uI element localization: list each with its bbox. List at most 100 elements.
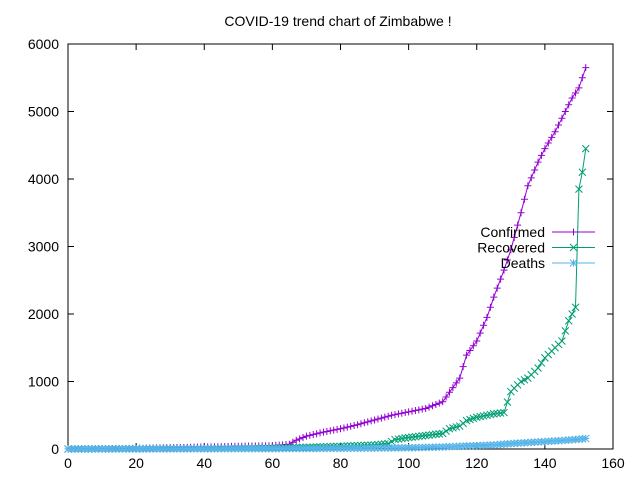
data-point-confirmed [500,266,508,274]
data-point-confirmed [323,427,331,435]
data-point-confirmed [558,114,566,122]
x-tick-label: 160 [601,455,625,471]
data-point-recovered [561,327,570,335]
data-point-confirmed [572,89,580,97]
x-tick-label: 0 [64,455,72,471]
data-point-confirmed [503,256,511,264]
data-point-confirmed [306,431,314,439]
data-point-recovered [503,398,512,406]
data-point-confirmed [398,409,406,417]
data-point-confirmed [354,421,362,429]
data-point-confirmed [507,246,515,254]
x-tick-label: 120 [465,455,489,471]
data-point-recovered [575,185,583,193]
data-point-recovered [489,410,498,418]
data-point-confirmed [435,399,443,407]
data-point-confirmed [456,374,464,382]
data-point-confirmed [415,406,423,414]
data-point-confirmed [391,411,399,419]
data-point-confirmed [469,342,477,350]
data-point-confirmed [384,412,392,420]
data-point-confirmed [520,195,528,203]
legend-marker-deaths [569,259,578,267]
data-point-recovered [493,409,502,418]
y-tick-label: 3000 [28,239,59,255]
data-point-confirmed [548,133,556,141]
data-point-confirmed [466,346,474,354]
data-point-recovered [404,433,413,442]
data-point-recovered [568,310,576,318]
data-point-confirmed [524,182,532,190]
data-point-confirmed [333,425,341,433]
data-point-confirmed [302,432,310,440]
data-point-confirmed [299,434,307,442]
data-point-confirmed [537,151,545,159]
data-point-confirmed [350,422,358,430]
data-point-confirmed [326,427,334,435]
x-tick-label: 40 [196,455,212,471]
data-point-recovered [442,427,450,435]
data-point-recovered [397,434,406,443]
data-point-confirmed [411,407,419,415]
data-point-confirmed [517,209,525,217]
x-tick-label: 20 [128,455,144,471]
data-point-recovered [408,433,416,441]
data-point-confirmed [388,411,396,419]
data-point-confirmed [473,337,481,345]
data-point-confirmed [422,405,430,412]
data-point-confirmed [343,423,351,431]
y-tick-label: 2000 [28,306,59,322]
data-point-confirmed [531,166,539,174]
data-point-confirmed [449,384,457,392]
data-point-confirmed [459,363,467,371]
data-point-recovered [421,431,430,440]
data-point-confirmed [541,145,549,153]
data-point-confirmed [340,424,348,432]
data-point-confirmed [405,408,413,416]
data-point-confirmed [313,430,321,438]
data-point-confirmed [319,428,327,436]
data-point-recovered [564,316,573,325]
data-point-confirmed [483,313,491,321]
data-point-confirmed [514,221,522,229]
data-point-recovered [534,364,542,372]
data-point-confirmed [493,284,501,292]
data-point-confirmed [374,415,382,423]
x-tick-label: 140 [533,455,557,471]
data-point-confirmed [527,174,535,182]
data-point-confirmed [582,64,590,72]
data-point-confirmed [425,403,433,411]
data-point-confirmed [476,329,484,337]
chart-title: COVID-19 trend chart of Zimbabwe ! [224,13,451,29]
data-point-confirmed [357,420,365,428]
y-tick-label: 5000 [28,104,59,120]
data-point-recovered [496,409,505,417]
data-point-confirmed [408,407,416,415]
data-point-confirmed [330,426,338,434]
data-point-confirmed [439,398,447,406]
y-tick-label: 0 [51,441,59,457]
data-point-confirmed [510,234,518,241]
data-point-recovered [571,303,580,312]
data-point-confirmed [561,108,569,115]
data-point-confirmed [371,416,379,424]
data-point-confirmed [490,293,498,301]
data-point-recovered [500,408,508,417]
data-point-recovered [391,435,399,444]
data-point-recovered [432,430,440,439]
data-point-confirmed [316,429,324,437]
data-point-recovered [411,432,420,441]
data-point-confirmed [292,436,300,444]
data-point-recovered [387,437,396,446]
legend-marker-confirmed [570,228,577,236]
data-point-confirmed [337,425,344,433]
data-point-confirmed [575,84,583,92]
data-point-confirmed [463,351,471,359]
data-point-confirmed [452,379,460,387]
y-tick-label: 4000 [28,171,59,187]
data-point-confirmed [309,431,317,439]
data-point-confirmed [497,275,505,283]
data-point-recovered [438,429,447,438]
data-point-confirmed [364,418,372,426]
